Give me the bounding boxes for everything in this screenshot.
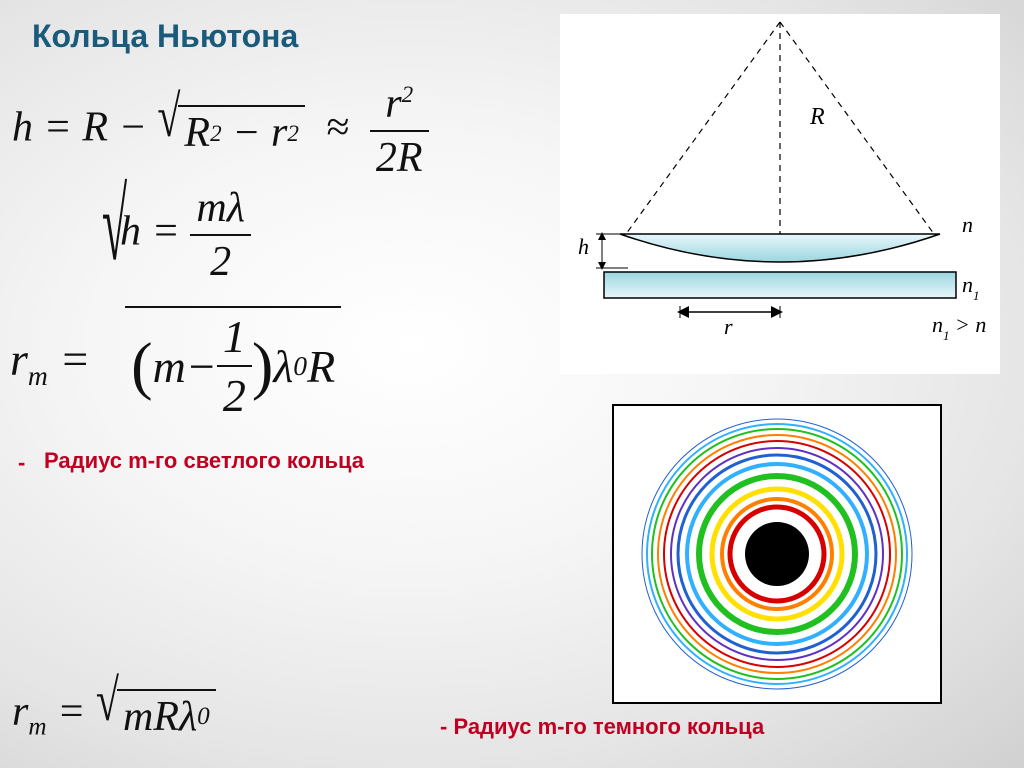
equation-h-geometry: h = R − √ R2 − r2 ≈ r2 2R bbox=[12, 80, 429, 182]
equation-rm-dark: rm = √ mRλ0 bbox=[12, 688, 216, 741]
diagram-optical-svg: Rh r n n1 n1 > n bbox=[560, 14, 1000, 374]
diagram-optical-setup: Rh r n n1 n1 > n bbox=[560, 14, 1000, 374]
diagram-newton-rings bbox=[612, 404, 942, 704]
equation-h-lambda: h = mλ 2 bbox=[120, 184, 251, 286]
svg-text:r: r bbox=[724, 314, 733, 339]
caption-light-ring: Радиус m-го светлого кольца bbox=[44, 448, 364, 474]
svg-text:h: h bbox=[578, 234, 589, 259]
caption-dark-ring: - Радиус m-го темного кольца bbox=[440, 714, 764, 740]
svg-text:n1 > n: n1 > n bbox=[932, 312, 986, 343]
diagram-rings-svg bbox=[614, 406, 940, 702]
svg-text:R: R bbox=[809, 104, 825, 130]
svg-text:n1: n1 bbox=[962, 272, 980, 303]
page-title: Кольца Ньютона bbox=[32, 18, 298, 55]
svg-text:n: n bbox=[962, 212, 973, 237]
equation-rm-light: rm = √ ( m − 1 2 ) λ0 R bbox=[10, 306, 341, 422]
